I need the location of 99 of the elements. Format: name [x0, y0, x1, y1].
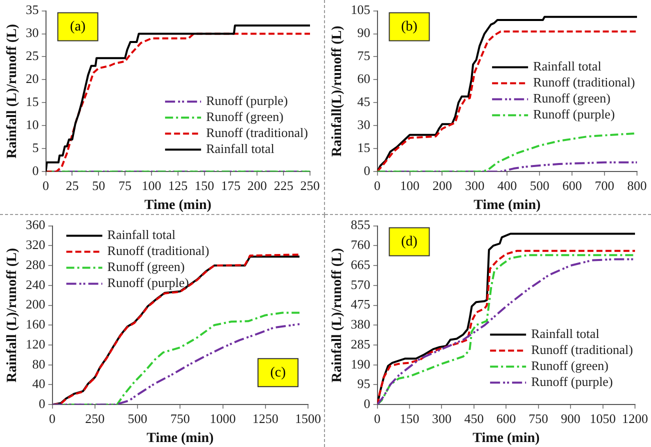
- legend-label: Runoff (traditional): [531, 342, 634, 358]
- annotation: (b): [401, 19, 418, 34]
- x-axis-title: Time (min): [474, 198, 541, 214]
- legend-label: Runoff (purple): [107, 275, 190, 290]
- x-tick-label: 125: [168, 178, 188, 193]
- annotation: (d): [401, 234, 418, 250]
- x-tick-label: 150: [400, 410, 420, 426]
- x-tick-label: 450: [464, 410, 484, 426]
- y-tick-label: 20: [26, 71, 39, 86]
- y-tick-label: 240: [26, 276, 46, 292]
- x-tick-label: 1200: [622, 410, 648, 426]
- y-tick-label: 15: [26, 94, 39, 110]
- legend-label: Runoff (purple): [531, 374, 613, 390]
- y-tick-label: 380: [350, 316, 370, 332]
- y-tick-label: 90: [357, 25, 370, 40]
- x-tick-label: 100: [400, 178, 420, 193]
- x-tick-label: 400: [497, 178, 517, 193]
- y-tick-label: 360: [26, 217, 46, 232]
- annotation: (c): [270, 365, 286, 380]
- y-tick-label: 120: [26, 336, 46, 352]
- x-tick-label: 200: [432, 178, 452, 193]
- y-tick-label: 190: [350, 356, 370, 372]
- legend-label: Runoff (purple): [206, 93, 288, 108]
- legend-label: Rainfall total: [107, 227, 176, 242]
- y-tick-label: 0: [32, 163, 39, 178]
- legend-label: Runoff (purple): [533, 106, 615, 122]
- y-tick-label: 25: [26, 48, 39, 64]
- x-tick-label: 100: [142, 178, 162, 193]
- y-tick-label: 200: [26, 296, 46, 312]
- y-tick-label: 105: [350, 2, 370, 18]
- annotation: (a): [70, 19, 86, 34]
- x-tick-label: 750: [528, 410, 548, 426]
- x-tick-label: 600: [562, 178, 582, 193]
- legend-label: Rainfall total: [206, 141, 275, 156]
- x-tick-label: 800: [627, 178, 647, 193]
- x-tick-label: 500: [530, 178, 550, 193]
- y-tick-label: 570: [350, 276, 370, 292]
- legend-label: Runoff (traditional): [206, 125, 308, 140]
- y-tick-label: 760: [350, 237, 370, 252]
- y-tick-label: 40: [32, 376, 46, 392]
- x-tick-label: 500: [128, 410, 148, 426]
- x-tick-label: 250: [85, 410, 105, 426]
- x-tick-label: 250: [300, 178, 320, 193]
- x-tick-label: 175: [220, 178, 240, 193]
- x-tick-label: 200: [247, 178, 267, 193]
- x-tick-label: 900: [560, 410, 580, 426]
- x-tick-label: 300: [432, 410, 452, 426]
- y-tick-label: 0: [364, 396, 370, 412]
- y-tick-label: 80: [32, 356, 46, 372]
- x-tick-label: 1250: [252, 410, 278, 426]
- y-tick-label: 320: [26, 237, 46, 252]
- legend-label: Runoff (traditional): [533, 74, 636, 90]
- y-tick-label: 45: [357, 94, 370, 110]
- y-tick-label: 665: [350, 256, 370, 272]
- legend-label: Runoff (green): [531, 358, 608, 374]
- x-axis-title: Time (min): [144, 198, 212, 214]
- x-tick-label: 0: [374, 178, 381, 193]
- y-axis-title: Rainfall (L)/runoff (L): [5, 248, 20, 382]
- x-tick-label: 600: [496, 410, 516, 426]
- legend-label: Rainfall total: [533, 58, 602, 74]
- x-tick-label: 50: [92, 178, 106, 193]
- x-tick-label: 1000: [210, 410, 236, 426]
- y-axis-title: Rainfall (L)/runoff (L): [330, 248, 346, 382]
- legend-label: Runoff (traditional): [107, 243, 210, 258]
- x-tick-label: 700: [594, 178, 614, 193]
- x-tick-label: 1500: [295, 410, 321, 426]
- y-tick-label: 95: [357, 376, 370, 392]
- y-tick-label: 0: [364, 163, 370, 178]
- y-tick-label: 15: [357, 140, 370, 156]
- y-tick-label: 855: [350, 217, 370, 232]
- y-tick-label: 160: [26, 316, 46, 332]
- y-tick-label: 475: [350, 296, 370, 312]
- legend-label: Rainfall total: [531, 326, 600, 342]
- legend-label: Runoff (green): [107, 259, 185, 274]
- legend-label: Runoff (green): [533, 90, 610, 106]
- y-tick-label: 30: [357, 117, 370, 132]
- x-tick-label: 150: [194, 178, 214, 193]
- y-tick-label: 30: [26, 25, 39, 40]
- x-tick-label: 750: [170, 410, 190, 426]
- x-tick-label: 0: [49, 410, 56, 426]
- y-axis-title: Rainfall(L)/runoff (L): [330, 25, 346, 157]
- y-tick-label: 10: [26, 117, 39, 132]
- x-axis-title: Time (min): [472, 431, 540, 446]
- x-tick-label: 300: [464, 178, 484, 193]
- x-axis-title: Time (min): [146, 431, 214, 446]
- y-axis-title: Rainfall (L)/runoff (L): [5, 24, 20, 158]
- x-tick-label: 0: [374, 410, 381, 426]
- y-tick-label: 75: [357, 48, 370, 64]
- y-tick-label: 0: [38, 396, 46, 412]
- x-tick-label: 25: [66, 178, 79, 193]
- x-tick-label: 1050: [590, 410, 616, 426]
- x-tick-label: 225: [274, 178, 294, 193]
- x-tick-label: 75: [118, 178, 132, 193]
- legend-label: Runoff (green): [206, 109, 284, 124]
- y-tick-label: 285: [350, 336, 370, 352]
- y-tick-label: 35: [26, 2, 39, 18]
- y-tick-label: 5: [32, 140, 39, 156]
- y-tick-label: 60: [357, 71, 370, 86]
- y-tick-label: 280: [26, 256, 46, 272]
